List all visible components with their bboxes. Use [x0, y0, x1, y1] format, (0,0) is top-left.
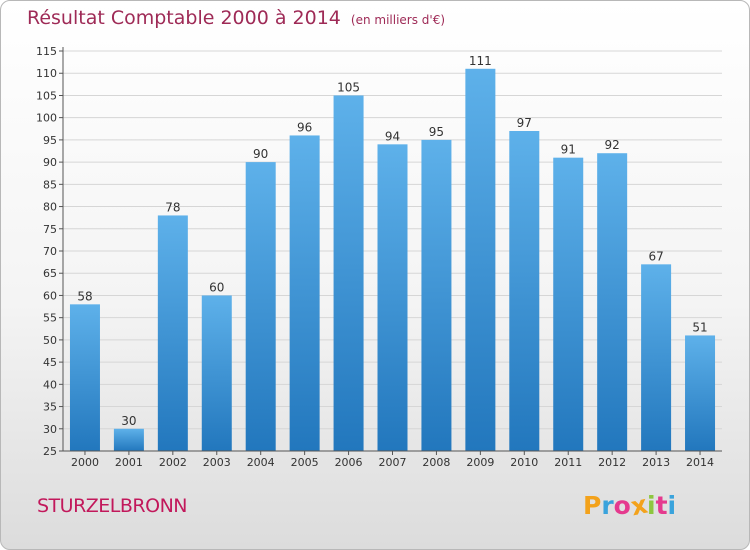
bars: 58 30 78 60 90 96 105 94 95 111 97 91 92 67 51: [69, 54, 716, 452]
y-tick-label: 100: [36, 112, 57, 125]
bar-2005: [289, 135, 320, 451]
bar-2012: [597, 153, 628, 451]
x-tick-label-2009: 2009: [466, 456, 494, 469]
bar-2001: [113, 428, 144, 451]
data-label-2002: 78: [165, 200, 180, 214]
bar-2004: [245, 162, 276, 451]
axes: 25 30 35 40 45 50 55 60 65 70 75 80 85 90 95 100 105 110 1…: [36, 45, 722, 469]
y-tick-label: 90: [43, 156, 57, 169]
y-tick-label: 115: [36, 45, 57, 58]
y-tick-label: 50: [43, 334, 57, 347]
x-tick-label-2003: 2003: [203, 456, 231, 469]
data-label-2006: 105: [337, 80, 360, 94]
x-tick-label-2000: 2000: [71, 456, 99, 469]
x-tick-label-2012: 2012: [598, 456, 626, 469]
bar-2010: [509, 131, 540, 451]
y-tick-label: 105: [36, 89, 57, 102]
bar-2014: [685, 335, 716, 451]
logo-letter: P: [583, 491, 602, 520]
x-tick-label-2004: 2004: [247, 456, 275, 469]
x-tick-label-2006: 2006: [335, 456, 363, 469]
bar-2006: [333, 95, 364, 451]
bar-2002: [157, 215, 188, 451]
y-tick-label: 45: [43, 356, 57, 369]
y-tick-label: 55: [43, 312, 57, 325]
x-tick-label-2014: 2014: [686, 456, 714, 469]
chart-title-text: Résultat Comptable 2000 à 2014: [27, 7, 341, 29]
data-label-2001: 30: [121, 414, 136, 428]
bar-2011: [553, 157, 584, 451]
chart-title: Résultat Comptable 2000 à 2014 (en millie…: [27, 7, 445, 29]
data-label-2008: 95: [429, 125, 444, 139]
logo-letter: i: [647, 491, 656, 520]
y-tick-label: 95: [43, 134, 57, 147]
y-tick-label: 40: [43, 378, 57, 391]
y-tick-label: 85: [43, 178, 57, 191]
y-tick-label: 80: [43, 201, 57, 214]
bar-2009: [465, 68, 496, 452]
x-tick-label-2002: 2002: [159, 456, 187, 469]
data-label-2007: 94: [385, 129, 400, 143]
x-tick-label-2010: 2010: [510, 456, 538, 469]
bar-2003: [201, 295, 232, 451]
bar-2013: [641, 264, 672, 451]
y-tick-label: 75: [43, 223, 57, 236]
data-label-2005: 96: [297, 120, 312, 134]
y-tick-label: 35: [43, 401, 57, 414]
y-tick-label: 110: [36, 67, 57, 80]
data-label-2014: 51: [692, 320, 707, 334]
y-tick-label: 60: [43, 289, 57, 302]
data-label-2010: 97: [517, 116, 532, 130]
y-tick-label: 25: [43, 445, 57, 458]
chart-unit: (en milliers d'€): [350, 13, 446, 27]
bar-2007: [377, 144, 408, 452]
logo-letter: o: [613, 491, 631, 520]
y-tick-label: 70: [43, 245, 57, 258]
data-label-2000: 58: [77, 289, 92, 303]
logo-letter: r: [601, 491, 614, 520]
data-label-2003: 60: [209, 280, 224, 294]
place-name: STURZELBRONN: [37, 495, 188, 517]
data-label-2009: 111: [469, 54, 492, 68]
x-tick-label-2007: 2007: [379, 456, 407, 469]
logo-letter: t: [655, 491, 668, 520]
data-label-2011: 91: [561, 143, 576, 157]
data-label-2013: 67: [648, 249, 663, 263]
y-tick-label: 65: [43, 267, 57, 280]
x-tick-label-2001: 2001: [115, 456, 143, 469]
x-tick-label-2011: 2011: [554, 456, 582, 469]
y-tick-label: 30: [43, 423, 57, 436]
proxiti-logo: Proxiti: [583, 490, 677, 522]
logo-letter: i: [667, 491, 677, 520]
bar-2000: [69, 304, 100, 451]
data-label-2012: 92: [605, 138, 620, 152]
data-label-2004: 90: [253, 147, 268, 161]
x-tick-label-2013: 2013: [642, 456, 670, 469]
bar-2008: [421, 139, 452, 451]
x-tick-label-2008: 2008: [422, 456, 450, 469]
x-tick-label-2005: 2005: [291, 456, 319, 469]
